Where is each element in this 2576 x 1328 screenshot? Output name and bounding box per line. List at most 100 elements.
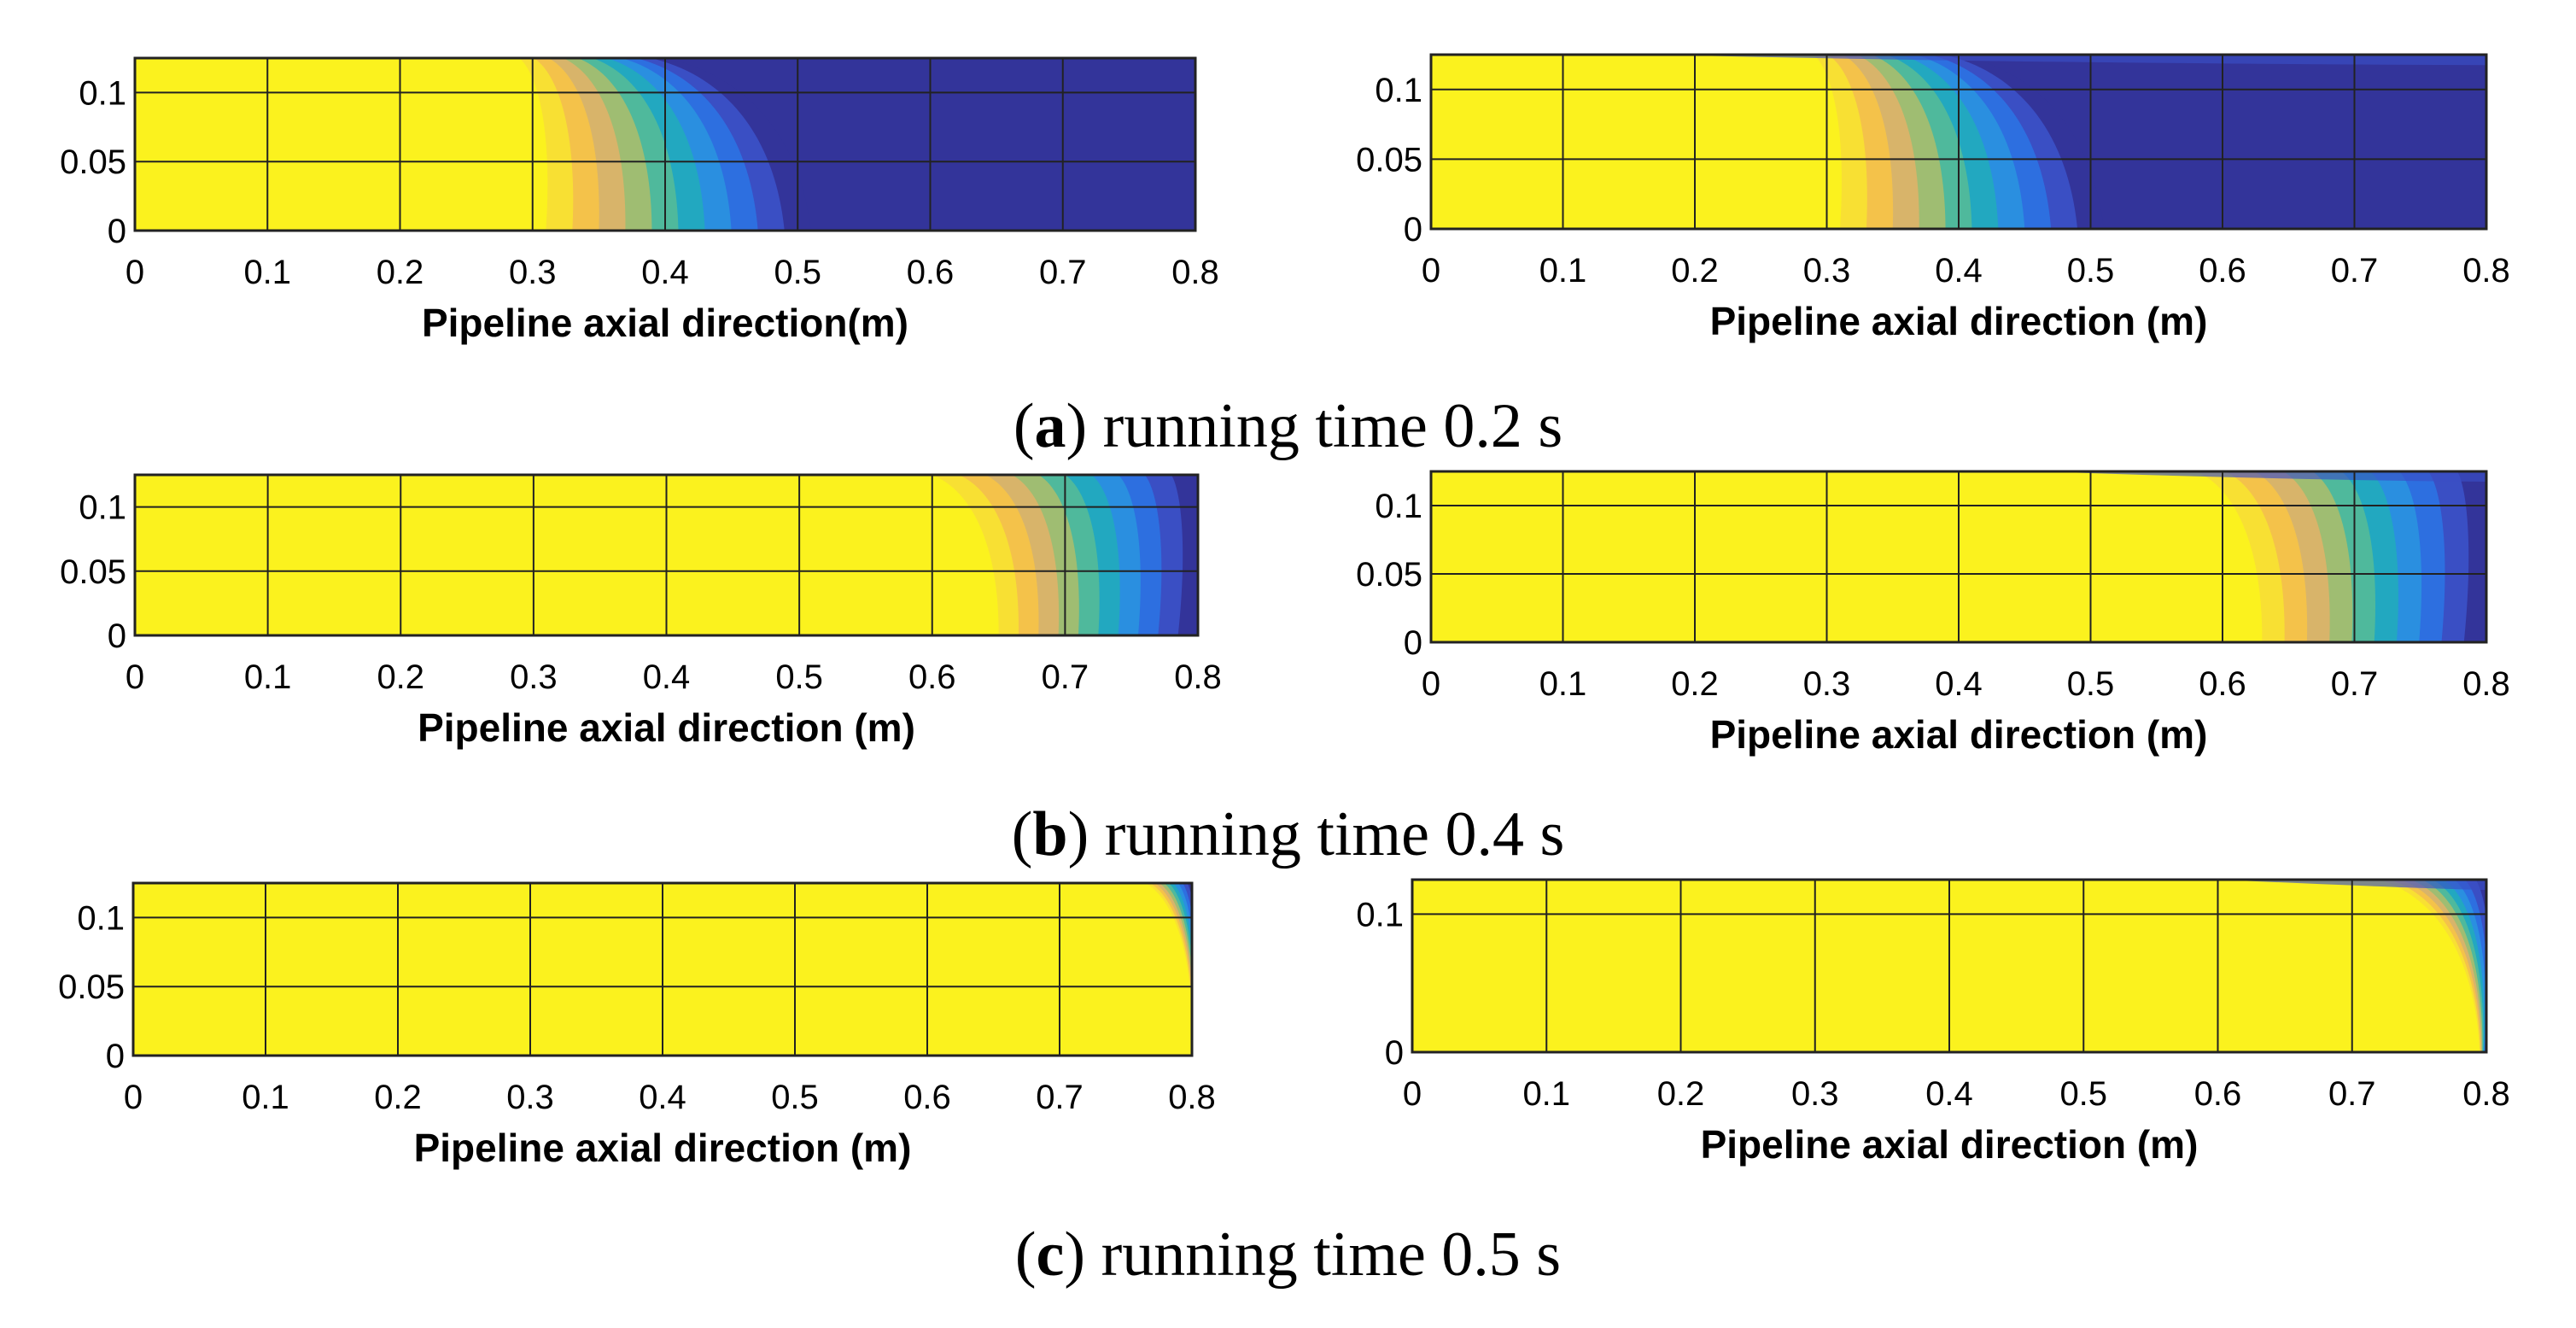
x-tick-label: 0.4 bbox=[1935, 252, 1983, 290]
x-tick-label: 0.5 bbox=[2067, 665, 2115, 703]
x-tick-label: 0.2 bbox=[377, 658, 424, 696]
y-tick-label: 0 bbox=[108, 617, 126, 655]
x-tick-label: 0.4 bbox=[1935, 665, 1983, 703]
y-tick-label: 0 bbox=[108, 213, 126, 250]
x-tick-label: 0.8 bbox=[2462, 665, 2510, 703]
panel-c-left: 0 0.1 0.2 0.3 0.4 0.5 0.6 0.7 0.8 0 0.05 0.1 Pipelin… bbox=[58, 881, 1216, 1170]
caption-a-text: running time 0.2 s bbox=[1087, 391, 1563, 461]
panel-b-left: 0 0.1 0.2 0.3 0.4 0.5 0.6 0.7 0.8 0 0.05 0.1 Pipelin… bbox=[60, 473, 1222, 750]
y-tick-label: 0.1 bbox=[79, 74, 126, 112]
x-tick-label: 0.1 bbox=[243, 254, 291, 291]
y-tick-label: 0.05 bbox=[58, 968, 125, 1006]
x-tick-label: 0.6 bbox=[907, 254, 955, 291]
x-tick-label: 0.3 bbox=[1791, 1075, 1839, 1113]
x-axis-label: Pipeline axial direction (m) bbox=[418, 705, 915, 750]
caption-b-paren-open: ( bbox=[1011, 799, 1033, 869]
x-tick-label: 0.1 bbox=[242, 1079, 289, 1116]
y-tick-label: 0.05 bbox=[1356, 556, 1422, 594]
x-tick-label: 0 bbox=[126, 658, 144, 696]
x-tick-label: 0.6 bbox=[2199, 665, 2246, 703]
contour-field bbox=[1412, 880, 2486, 1052]
x-tick-label: 0.3 bbox=[1803, 252, 1851, 290]
plot-frame bbox=[1429, 470, 2488, 644]
x-tick-label: 0.1 bbox=[244, 658, 292, 696]
x-tick-label: 0.8 bbox=[1168, 1079, 1216, 1116]
y-tick-label: 0 bbox=[106, 1038, 125, 1075]
x-tick-label: 0.1 bbox=[1522, 1075, 1570, 1113]
x-tick-label: 0.2 bbox=[374, 1079, 422, 1116]
contour-field bbox=[135, 475, 1198, 635]
y-tick-label: 0.1 bbox=[1375, 72, 1422, 109]
x-tick-label: 0.2 bbox=[1671, 665, 1719, 703]
x-tick-label: 0.8 bbox=[2462, 1075, 2510, 1113]
plot-frame bbox=[133, 56, 1197, 232]
x-tick-label: 0.2 bbox=[1657, 1075, 1705, 1113]
x-tick-label: 0.6 bbox=[903, 1079, 951, 1116]
y-tick-label: 0.05 bbox=[1356, 141, 1422, 178]
x-tick-label: 0.3 bbox=[509, 254, 557, 291]
panel-c-right: 0 0.1 0.2 0.3 0.4 0.5 0.6 0.7 0.8 0 0.1 Pipeline ax… bbox=[1356, 878, 2510, 1167]
y-tick-label: 0.1 bbox=[77, 899, 125, 937]
x-tick-label: 0.2 bbox=[377, 254, 424, 291]
y-tick-label: 0.1 bbox=[79, 489, 126, 527]
panel-b-right: 0 0.1 0.2 0.3 0.4 0.5 0.6 0.7 0.8 0 0.05 0.1 Pipelin… bbox=[1356, 470, 2510, 757]
plot-frame bbox=[131, 881, 1194, 1057]
x-tick-label: 0.5 bbox=[775, 658, 823, 696]
contour-level-0 bbox=[1431, 55, 1842, 229]
caption-b-paren-close: ) bbox=[1067, 799, 1089, 869]
y-tick-label: 0.05 bbox=[60, 553, 126, 591]
x-tick-label: 0.4 bbox=[1925, 1075, 1973, 1113]
x-axis-label: Pipeline axial direction(m) bbox=[422, 301, 908, 345]
x-axis-label: Pipeline axial direction (m) bbox=[414, 1126, 912, 1170]
x-tick-label: 0.7 bbox=[1042, 658, 1089, 696]
contour-field bbox=[133, 883, 1192, 1056]
y-tick-label: 0 bbox=[1385, 1034, 1404, 1072]
x-tick-label: 0.8 bbox=[1171, 254, 1219, 291]
caption-c: (c) running time 0.5 s bbox=[0, 1223, 2576, 1286]
x-tick-label: 0.5 bbox=[774, 254, 821, 291]
x-tick-label: 0.1 bbox=[1539, 252, 1587, 290]
x-tick-label: 0 bbox=[126, 254, 144, 291]
plot-frame bbox=[1411, 878, 2488, 1054]
contour-level-0 bbox=[135, 475, 999, 635]
x-axis-label: Pipeline axial direction (m) bbox=[1710, 299, 2208, 343]
plot-frame bbox=[133, 473, 1200, 637]
x-tick-label: 0 bbox=[1422, 665, 1440, 703]
panel-a-left: 0 0.1 0.2 0.3 0.4 0.5 0.6 0.7 0.8 0 0.05 0.1 Pipelin… bbox=[60, 56, 1219, 345]
caption-b-letter: b bbox=[1032, 799, 1068, 869]
x-tick-label: 0.7 bbox=[2328, 1075, 2376, 1113]
x-tick-label: 0.7 bbox=[2331, 252, 2379, 290]
x-tick-label: 0.7 bbox=[2331, 665, 2379, 703]
caption-a-letter: a bbox=[1034, 391, 1066, 461]
x-tick-label: 0.6 bbox=[2194, 1075, 2242, 1113]
contour-field bbox=[1431, 471, 2486, 642]
x-tick-label: 0.7 bbox=[1039, 254, 1087, 291]
contour-level-0 bbox=[1431, 471, 2263, 642]
x-tick-label: 0.6 bbox=[2199, 252, 2246, 290]
x-tick-label: 0.1 bbox=[1539, 665, 1587, 703]
caption-c-letter: c bbox=[1036, 1220, 1065, 1290]
x-axis-label: Pipeline axial direction (m) bbox=[1701, 1122, 2199, 1167]
x-tick-label: 0.4 bbox=[643, 658, 691, 696]
x-tick-label: 0.3 bbox=[1803, 665, 1851, 703]
y-tick-label: 0.05 bbox=[60, 143, 126, 181]
x-tick-label: 0.3 bbox=[510, 658, 558, 696]
y-tick-label: 0 bbox=[1404, 211, 1422, 249]
caption-b-text: running time 0.4 s bbox=[1089, 799, 1565, 869]
x-tick-label: 0.4 bbox=[639, 1079, 686, 1116]
x-tick-label: 0 bbox=[1422, 252, 1440, 290]
x-tick-label: 0.5 bbox=[2059, 1075, 2107, 1113]
caption-c-paren-close: ) bbox=[1064, 1220, 1086, 1290]
y-tick-label: 0 bbox=[1404, 624, 1422, 662]
caption-a-paren-close: ) bbox=[1066, 391, 1088, 461]
x-axis-label: Pipeline axial direction (m) bbox=[1710, 712, 2208, 757]
x-tick-label: 0.5 bbox=[2067, 252, 2115, 290]
y-tick-label: 0.1 bbox=[1356, 896, 1404, 933]
caption-c-paren-open: ( bbox=[1014, 1220, 1037, 1290]
x-tick-label: 0.7 bbox=[1036, 1079, 1084, 1116]
x-tick-label: 0.4 bbox=[641, 254, 689, 291]
x-tick-label: 0 bbox=[1403, 1075, 1422, 1113]
caption-a: (a) running time 0.2 s bbox=[0, 395, 2576, 458]
panel-a-right: 0 0.1 0.2 0.3 0.4 0.5 0.6 0.7 0.8 0 0.05 0.1 Pipelin… bbox=[1356, 53, 2510, 343]
